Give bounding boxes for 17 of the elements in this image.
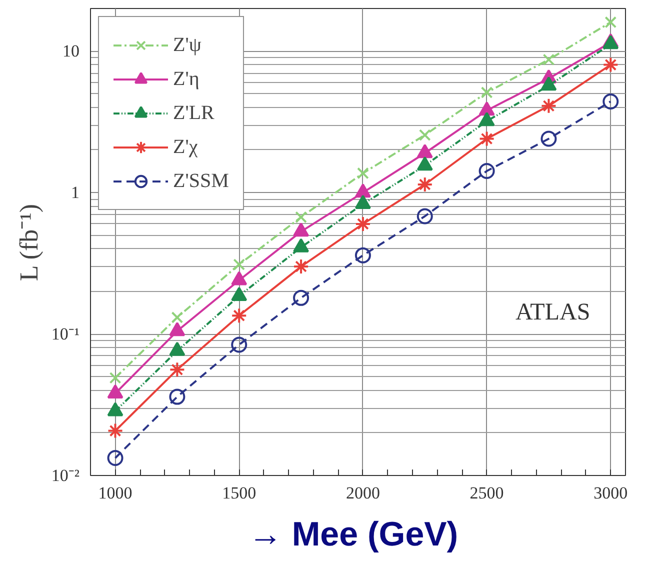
x-tick-label: 2500 [470,484,504,502]
annotation: ATLAS [516,300,590,326]
legend-label: Z'SSM [173,170,229,192]
y-tick-label: 10⁻² [51,466,80,485]
x-tick-label: 1000 [98,484,132,502]
x-tick-label: 2000 [346,484,380,502]
legend-label: Z'η [173,68,200,90]
y-axis-title: L (fb⁻¹) [14,204,44,282]
x-axis-title: → Mee (GeV) [248,516,458,554]
legend-label: Z'χ [173,136,198,158]
y-tick-label: 10 [62,42,80,61]
legend-label: Z'ψ [173,34,202,56]
x-tick-label: 3000 [594,484,628,502]
legend-label: Z'LR [173,102,214,124]
y-tick-label: 10⁻¹ [51,324,80,344]
x-tick-label: 1500 [222,484,256,502]
y-tick-label: 1 [71,183,80,202]
